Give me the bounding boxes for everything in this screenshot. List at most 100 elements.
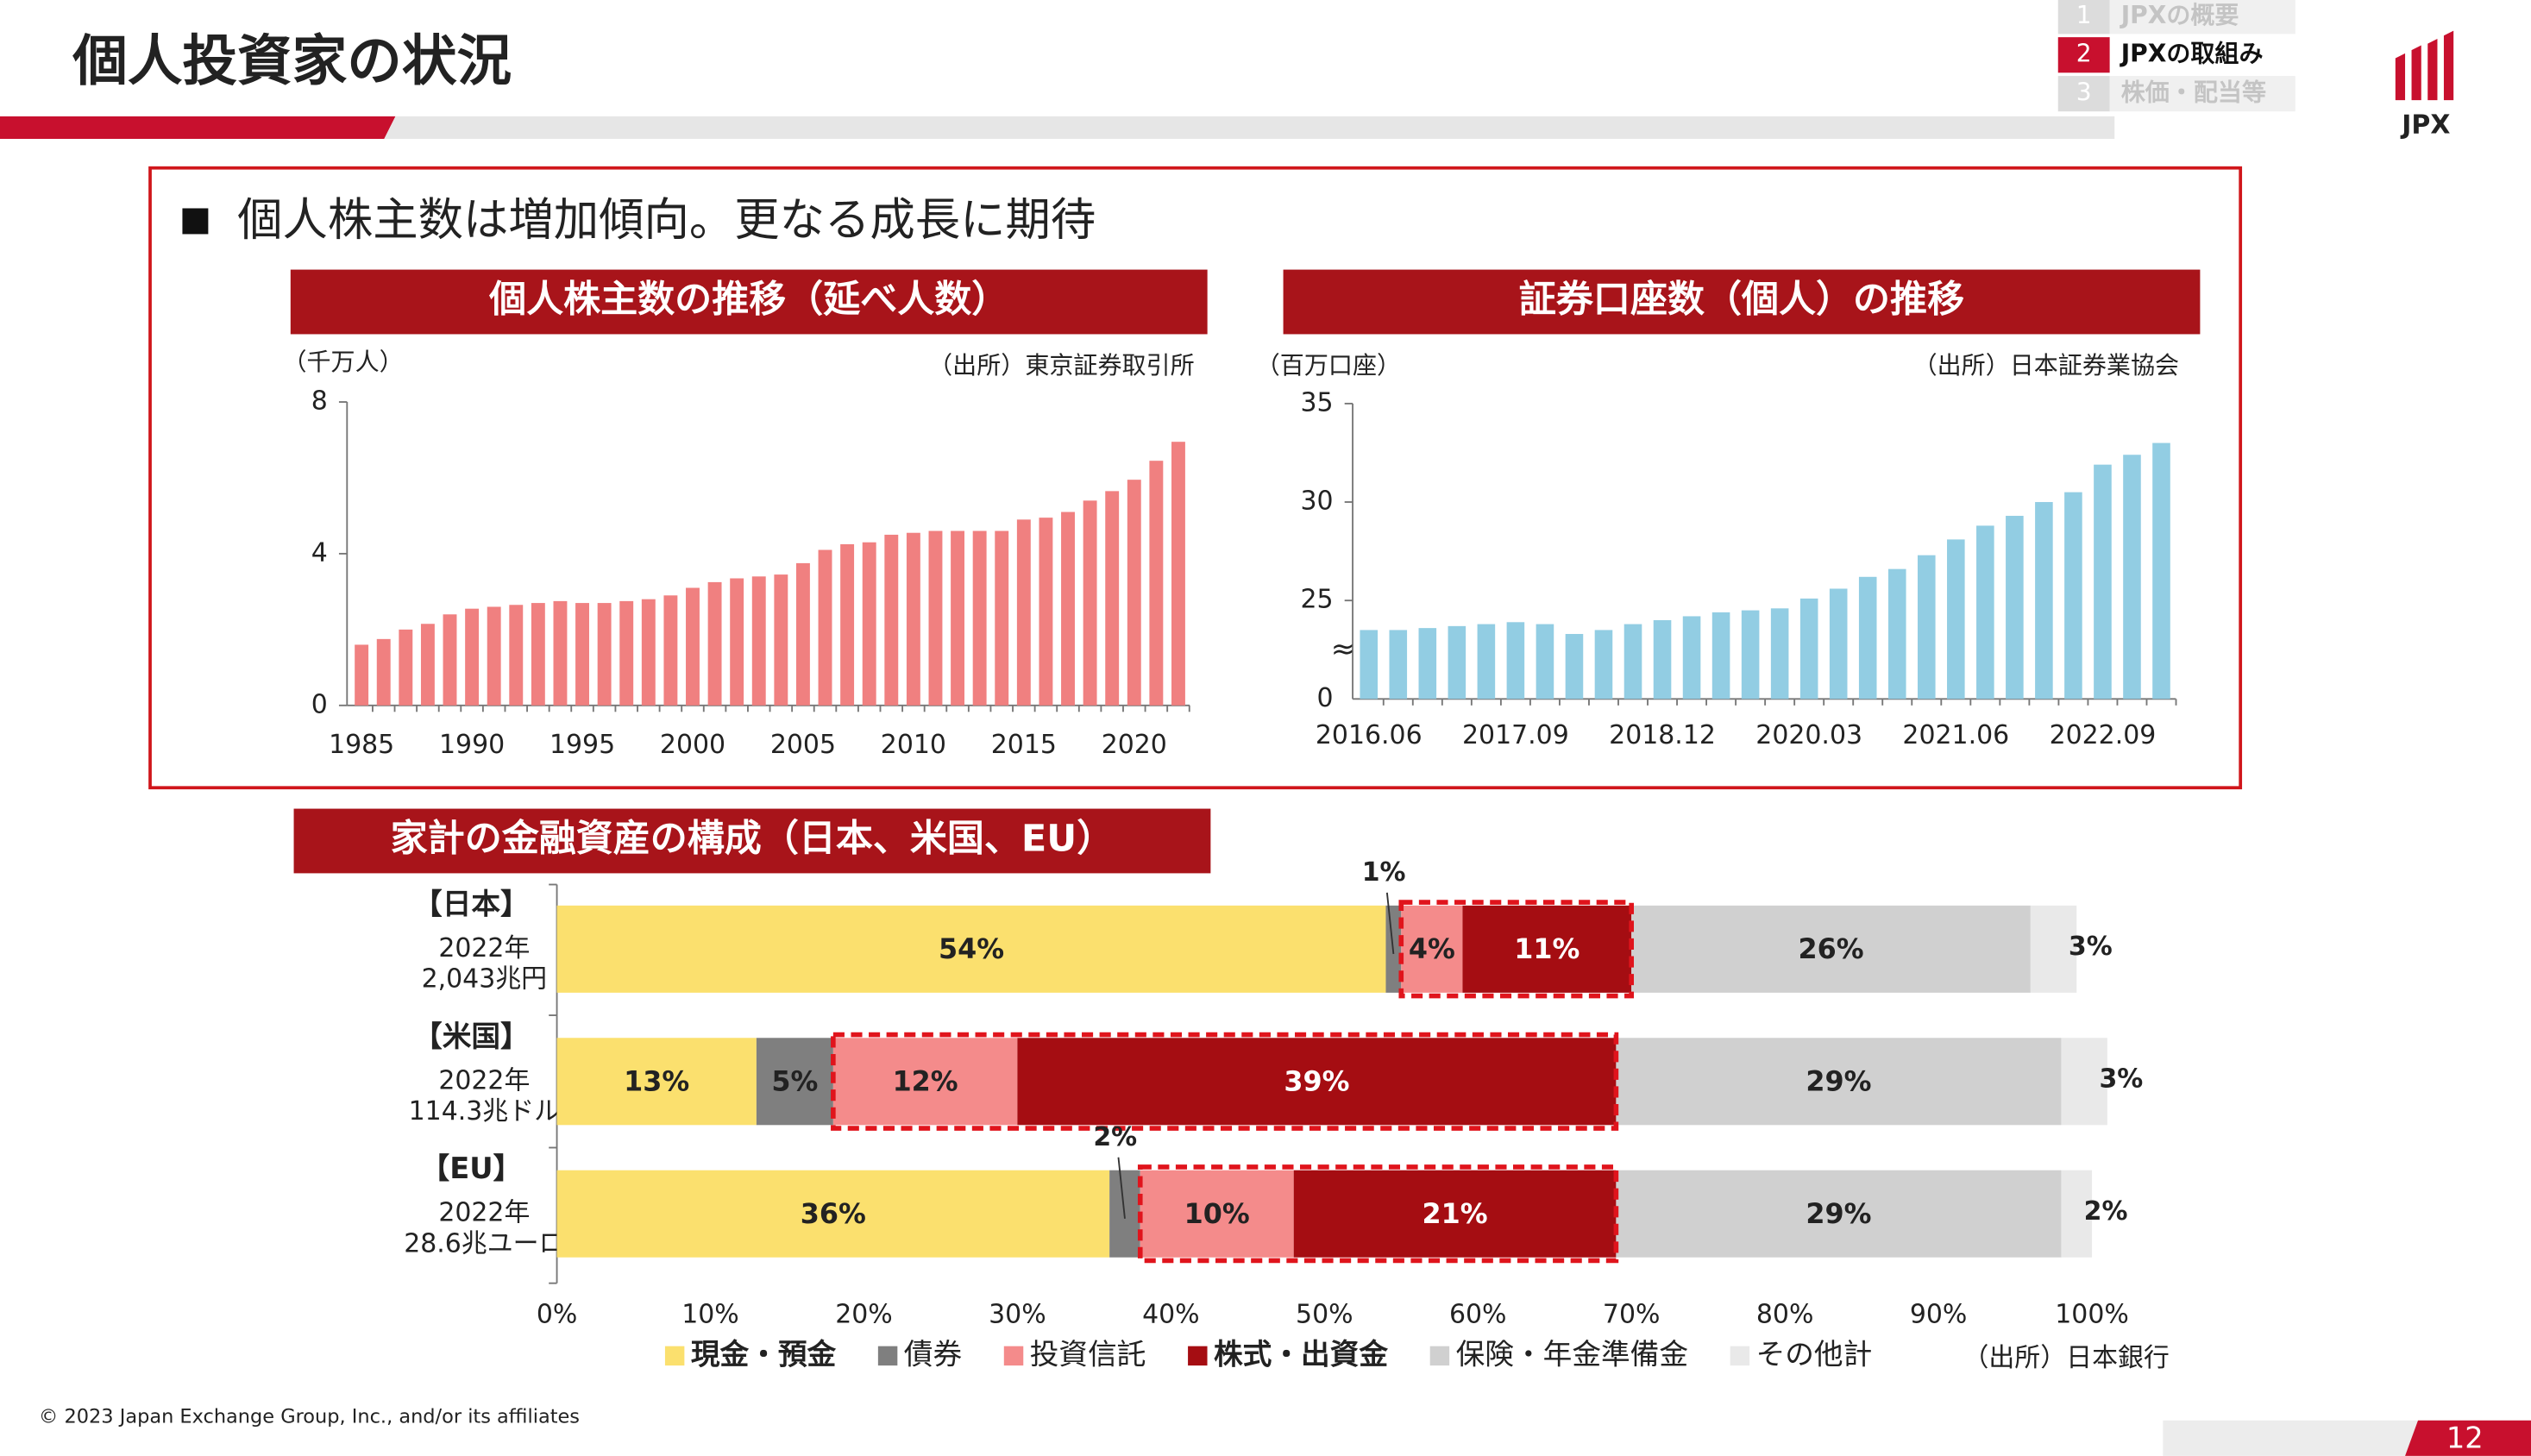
bar [1360,630,1379,700]
leader-line [1385,892,1395,955]
bar-segment [1401,905,1463,993]
bar [906,532,920,706]
x-tick-label: 0% [537,1300,577,1330]
bar [641,599,656,706]
source: （出所）日本銀行 [1963,1343,2169,1373]
x-tick-label: 2015 [991,730,1057,760]
x-tick-label: 30% [989,1300,1046,1330]
value-label: 36% [801,1198,866,1230]
value-label: 54% [939,933,1004,965]
bar-segment [1616,1038,2062,1126]
bar [1887,568,1906,700]
bar [420,624,435,706]
legend-swatch [1003,1346,1024,1366]
bar [597,603,612,706]
page-badge [2405,1420,2531,1456]
value-label: 12% [893,1066,958,1098]
bar [995,530,1009,706]
legend-label: 債券 [904,1337,962,1371]
bar [465,608,480,706]
legend-swatch [664,1346,685,1366]
nav-label-box [2109,0,2295,35]
category-note: 2022年 [438,1065,530,1095]
bar [2123,455,2141,700]
legend-label: 投資信託 [1030,1337,1146,1371]
bar [751,576,766,706]
bar [840,543,855,706]
bar [1061,511,1075,706]
x-tick-label: 40% [1142,1300,1200,1330]
bar [1741,610,1760,700]
bar [531,603,545,706]
nav-number: 1 [2076,1,2092,29]
bar [2094,464,2112,700]
y-tick-label: 35 [1301,387,1334,417]
bar [1799,598,1818,700]
bar [1477,624,1496,700]
highlight-box [1398,900,1635,999]
bar-segment [1462,905,1632,993]
bar [663,595,678,706]
bar [399,629,413,706]
bar [1536,624,1554,700]
bar [1682,616,1701,700]
bar [1127,480,1141,706]
bar [1016,519,1031,706]
nav-number: 2 [2076,40,2092,68]
x-tick-label: 1985 [329,730,394,760]
y-tick-label: 25 [1301,585,1334,615]
x-tick-label: 1990 [439,730,505,760]
x-tick-label: 80% [1756,1300,1814,1330]
legend-swatch [1188,1346,1208,1366]
bar-segment [2061,1170,2093,1258]
title-stripe-gray [384,116,2115,140]
x-tick-label: 100% [2055,1300,2129,1330]
bar [884,534,899,706]
x-tick-label: 70% [1603,1300,1661,1330]
y-tick-label: 30 [1301,486,1334,517]
x-tick-label: 2000 [660,730,725,760]
title-stripe [0,116,396,140]
x-tick-label: 2010 [881,730,946,760]
y-break-symbol: ≈ [1331,632,1355,666]
bar [509,605,524,706]
x-tick-label: 20% [835,1300,893,1330]
chart-title-bar [1283,269,2201,335]
bar [818,549,832,706]
bar [1947,539,1965,700]
bar [2064,492,2082,700]
x-tick-label: 2016.06 [1316,720,1423,750]
bar [1711,612,1730,700]
bar [795,562,810,706]
y-tick-label: 8 [311,386,328,417]
bar [707,581,722,706]
category-note: 2022年 [438,1198,530,1228]
chart-title-bar [290,269,1208,335]
x-tick-label: 2017.09 [1462,720,1569,750]
bar [443,614,457,706]
bar [1623,624,1642,700]
category-label: 【米国】 [413,1020,530,1053]
y-axis-label: （百万口座） [1256,351,1401,380]
value-label: 21% [1422,1198,1487,1230]
bar-segment [1017,1038,1617,1126]
value-label: 3% [2099,1064,2143,1094]
bar [1506,622,1525,700]
value-label: 10% [1184,1198,1250,1230]
bar [1448,625,1466,700]
bar [619,600,634,706]
value-label: 13% [624,1066,689,1098]
logo-text: JPX [2400,110,2450,141]
nav-label: 株価・配当等 [2121,78,2266,107]
nav-number-box [2057,0,2110,35]
bar [972,530,987,706]
bar-segment [756,1038,833,1126]
legend-swatch [877,1346,898,1366]
bar [1389,630,1408,700]
highlight-frame [148,166,2243,790]
x-tick-label: 2020 [1102,730,1167,760]
x-tick-label: 2005 [770,730,836,760]
bar [1418,628,1437,700]
category-note: 28.6兆ユーロ [404,1228,564,1258]
category-label: 【日本】 [413,887,530,920]
